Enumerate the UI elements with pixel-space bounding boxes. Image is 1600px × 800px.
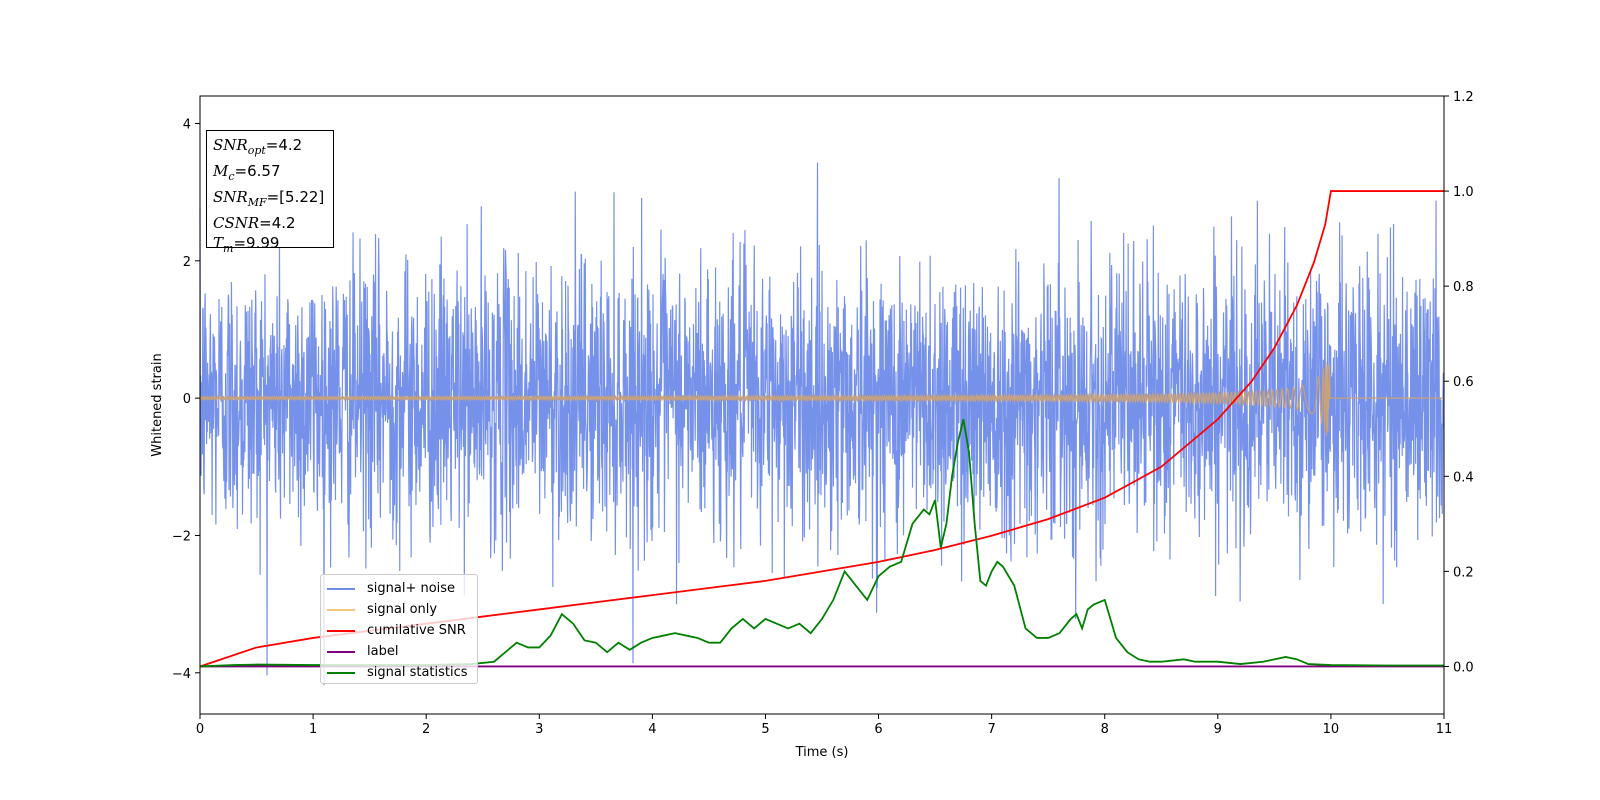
y-left-tick-label: 4 — [183, 117, 191, 132]
series-signal-statistics — [199, 419, 1444, 668]
legend-item-signal-noise: signal+ noise — [327, 578, 471, 599]
legend-item-cumulative-snr: cumilative SNR — [327, 620, 471, 641]
x-tick-label: 6 — [874, 722, 882, 737]
legend-swatch — [327, 671, 355, 674]
legend-label: label — [367, 644, 399, 659]
annotation-snr-opt: SNRopt=4.2 — [213, 136, 303, 157]
x-tick-label: 8 — [1101, 722, 1109, 737]
x-tick-label: 0 — [196, 722, 204, 737]
x-tick-label: 4 — [648, 722, 656, 737]
x-tick-label: 5 — [761, 722, 769, 737]
y-left-tick-label: −4 — [172, 667, 191, 682]
x-tick-label: 3 — [535, 722, 543, 737]
snr-annotation-box: SNRopt=4.2 Mc=6.57 SNRMF=[5.22] CSNR=4.2… — [206, 130, 334, 255]
y-axis-label: Whitened strain — [150, 353, 165, 456]
x-axis-label: Time (s) — [795, 745, 849, 760]
legend-label: signal only — [367, 602, 438, 617]
y-left-tick-label: 0 — [183, 392, 191, 407]
x-tick-label: 11 — [1436, 722, 1453, 737]
legend-swatch — [327, 629, 355, 632]
x-tick-label: 7 — [987, 722, 995, 737]
plot-frame — [199, 95, 1445, 715]
y-right-tick-label: 1.0 — [1453, 185, 1474, 200]
x-tick-label: 2 — [422, 722, 430, 737]
x-tick-label: 1 — [309, 722, 317, 737]
legend-swatch — [327, 608, 355, 611]
legend-item-signal-only: signal only — [327, 599, 471, 620]
legend-item-signal-statistics: signal statistics — [327, 662, 471, 683]
y-right-tick-label: 1.2 — [1453, 90, 1474, 105]
annotation-chirp-mass: Mc=6.57 — [213, 162, 281, 183]
x-tick-label: 9 — [1214, 722, 1222, 737]
annotation-snr-mf: SNRMF=[5.22] — [213, 188, 325, 209]
series-signal-only — [199, 361, 1444, 436]
annotation-merger-time: Tm=9.99 — [213, 234, 280, 255]
legend-item-label: label — [327, 641, 471, 662]
legend-swatch — [327, 650, 355, 653]
annotation-csnr: CSNR=4.2 — [213, 214, 296, 232]
y-right-tick-label: 0.4 — [1453, 470, 1474, 485]
y-right-tick-label: 0.2 — [1453, 565, 1474, 580]
y-left-tick-label: 2 — [183, 255, 191, 270]
legend-label: signal statistics — [367, 665, 468, 680]
y-right-tick-label: 0.0 — [1453, 660, 1474, 675]
y-right-tick-label: 0.8 — [1453, 280, 1474, 295]
y-left-tick-label: −2 — [172, 529, 191, 544]
x-tick-label: 10 — [1323, 722, 1340, 737]
series-signal-plus-noise — [199, 162, 1445, 686]
y-right-tick-label: 0.6 — [1453, 375, 1474, 390]
legend-swatch — [327, 587, 355, 590]
chart-legend: signal+ noise signal only cumilative SNR… — [320, 574, 478, 684]
legend-label: cumilative SNR — [367, 623, 466, 638]
legend-label: signal+ noise — [367, 581, 456, 596]
